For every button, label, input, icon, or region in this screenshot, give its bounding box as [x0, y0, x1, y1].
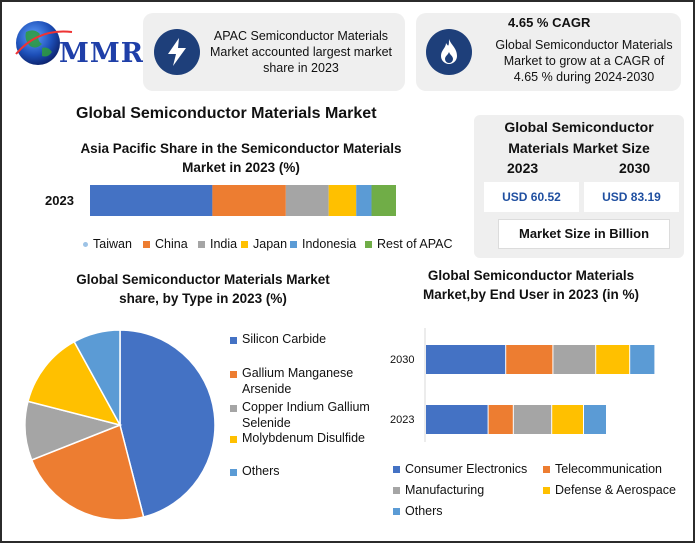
- legend-label: Consumer Electronics: [405, 462, 528, 476]
- enduser-bar-segment: [596, 345, 630, 374]
- cagr-title: 4.65 % CAGR: [508, 15, 591, 30]
- lightning-icon: [154, 29, 200, 75]
- enduser-category-label: 2023: [390, 414, 414, 426]
- enduser-bar-segment: [488, 405, 513, 434]
- pie-legend-swatch: [230, 405, 237, 412]
- enduser-legend: Consumer Electronics Telecommunication Man…: [393, 462, 683, 522]
- apac-legend-item: India: [198, 237, 237, 251]
- legend-swatch: [290, 240, 297, 248]
- pie-legend-label: Gallium Manganese: [242, 366, 354, 380]
- value-2023: USD 60.52: [484, 182, 579, 212]
- type-pie-chart: [24, 329, 216, 521]
- enduser-bar-segment: [426, 345, 506, 374]
- apac-share-text: APAC Semiconductor Materials Market acco…: [209, 29, 393, 75]
- pie-legend-label: Copper Indium Gallium: [242, 400, 370, 414]
- pie-legend-swatch: [230, 469, 237, 476]
- apac-legend-item: Indonesia: [290, 237, 356, 251]
- legend-label: Japan: [253, 237, 288, 251]
- logo-text: MMR: [59, 38, 145, 69]
- enduser-legend-item: Consumer Electronics: [393, 462, 527, 476]
- apac-chart-title: Asia Pacific Share in the Semiconductor …: [80, 141, 402, 175]
- enduser-legend-item: Others: [393, 504, 443, 518]
- legend-label: Taiwan: [93, 237, 132, 251]
- legend-label: China: [155, 237, 188, 251]
- apac-legend: Taiwan China India Japan Indonesia Rest of AP…: [83, 237, 463, 255]
- flame-icon: [426, 29, 472, 75]
- pie-legend-label: Others: [242, 464, 280, 478]
- unit-label: Market Size in Billion: [518, 226, 650, 241]
- legend-label: India: [210, 237, 238, 251]
- enduser-legend-item: Defense & Aerospace: [543, 483, 676, 497]
- apac-legend-item: Taiwan: [83, 237, 132, 251]
- legend-swatch: [143, 240, 150, 248]
- enduser-legend-item: Telecommunication: [543, 462, 662, 476]
- enduser-bar-segment: [513, 405, 552, 434]
- pie-legend-label: Arsenide: [242, 382, 292, 396]
- apac-share-card: APAC Semiconductor Materials Market acco…: [143, 13, 405, 91]
- unit-box: [498, 219, 670, 249]
- pie-slice-4: [73, 329, 121, 426]
- apac-legend-item: Rest of APAC: [365, 237, 453, 251]
- cagr-text: Global Semiconductor Materials Market to…: [495, 38, 673, 84]
- legend-label: Defense & Aerospace: [555, 483, 676, 497]
- legend-swatch: [543, 465, 550, 473]
- market-size-panel: Global Semiconductor Materials Market Si…: [474, 115, 684, 258]
- enduser-chart: 2030 2023: [390, 328, 655, 442]
- value-2030: USD 83.19: [584, 182, 679, 212]
- globe-icon: [15, 21, 73, 65]
- legend-swatch: [543, 486, 550, 494]
- apac-bar-segment-5: [356, 185, 372, 216]
- apac-category-label: 2023: [45, 193, 74, 208]
- legend-label: Others: [405, 504, 443, 518]
- enduser-bar-segment: [426, 405, 488, 434]
- apac-bar-segment-2: [212, 185, 286, 216]
- apac-bar-segment-6: [371, 185, 396, 216]
- legend-swatch: [365, 240, 372, 248]
- legend-swatch: [198, 240, 205, 248]
- legend-label: Indonesia: [302, 237, 357, 251]
- legend-swatch: [241, 240, 248, 248]
- enduser-category-label: 2030: [390, 354, 414, 366]
- enduser-bar-segment: [553, 345, 596, 374]
- pie-legend-swatch: [230, 436, 237, 443]
- type-legend: Silicon Carbide Gallium Manganese Arsenide…: [230, 330, 390, 490]
- legend-swatch: [393, 486, 400, 494]
- enduser-chart-title: Global Semiconductor Materials Market,by…: [422, 268, 640, 302]
- pie-slice-0: [119, 329, 216, 518]
- pie-slice-1: [30, 423, 145, 521]
- pie-legend-label: Silicon Carbide: [242, 332, 327, 346]
- apac-share-chart: 2023: [45, 185, 396, 216]
- pie-legend-label: Molybdenum Disulfide: [242, 431, 365, 445]
- year-start-label: 2023: [507, 160, 539, 176]
- enduser-legend-item: Manufacturing: [393, 483, 484, 497]
- legend-swatch: [393, 465, 400, 473]
- enduser-bar-segment: [584, 405, 606, 434]
- legend-label: Telecommunication: [555, 462, 662, 476]
- apac-legend-item: Japan: [241, 237, 287, 251]
- pie-legend-label: Selenide: [242, 416, 291, 430]
- cagr-card: 4.65 % CAGR Global Semiconductor Materia…: [416, 13, 681, 91]
- legend-label: Manufacturing: [405, 483, 485, 497]
- pie-legend-swatch: [230, 337, 237, 344]
- pie-legend-swatch: [230, 371, 237, 378]
- mmr-logo: MMR: [12, 14, 143, 72]
- apac-bar-segment-4: [328, 185, 357, 216]
- main-title: Global Semiconductor Materials Market: [76, 105, 377, 122]
- pie-slice-3: [27, 340, 122, 427]
- type-chart-title: Global Semiconductor Materials Market sh…: [76, 272, 330, 306]
- apac-bar-segment-1: [90, 185, 213, 216]
- legend-swatch: [83, 241, 88, 247]
- legend-swatch: [393, 507, 400, 515]
- year-end-label: 2030: [619, 160, 651, 176]
- legend-label: Rest of APAC: [377, 237, 453, 251]
- enduser-bar-segment: [506, 345, 553, 374]
- apac-bar-segment-3: [285, 185, 329, 216]
- apac-legend-item: China: [143, 237, 188, 251]
- enduser-bar-segment: [630, 345, 655, 374]
- enduser-bar-segment: [552, 405, 583, 434]
- market-size-title: Global Semiconductor Materials Market Si…: [504, 119, 654, 156]
